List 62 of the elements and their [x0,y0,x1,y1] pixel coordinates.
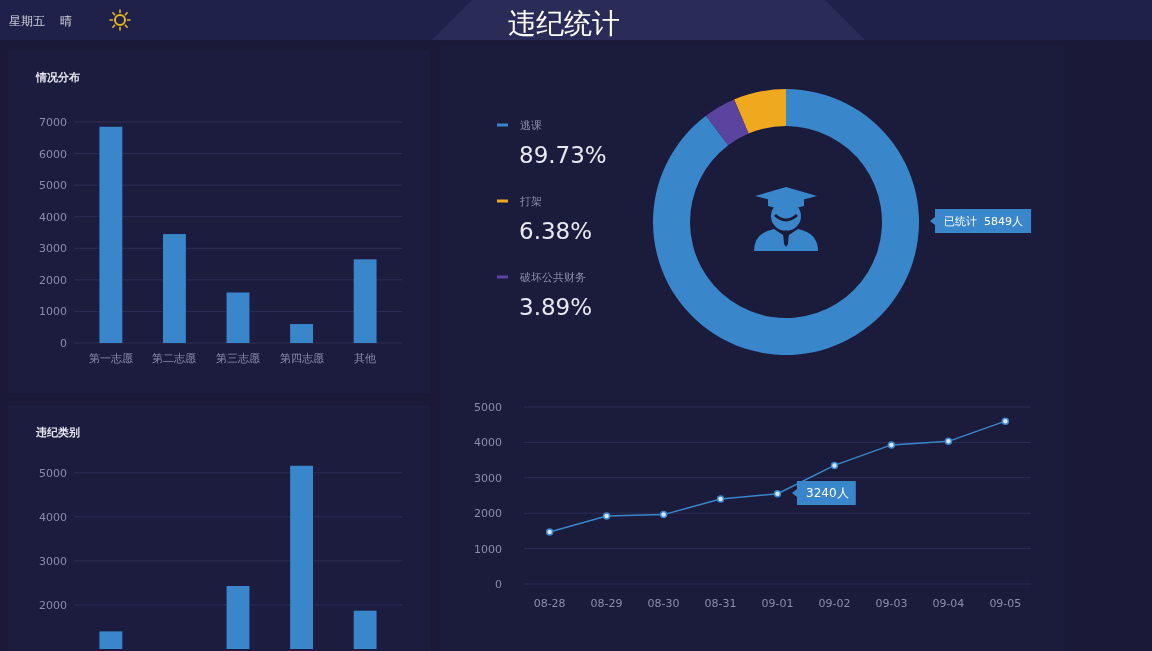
y-tick-label: 5000 [39,466,67,480]
y-tick-label: 5000 [39,179,67,193]
y-tick-label: 5000 [474,401,502,414]
data-label: 6.38% [519,218,593,244]
x-tick-label: 09-02 [818,597,851,610]
donut-slice [734,89,786,134]
y-tick-label: 3000 [39,554,67,568]
point [716,495,725,503]
point [830,461,839,470]
x-tick-label: 第四志愿 [279,352,324,365]
y-tick-label: 0 [495,578,502,591]
y-tick-label: 2000 [39,273,67,287]
chart-title: 违纪类别 [35,426,80,439]
x-tick-label: 08-29 [590,597,623,610]
annotation: 3240人 [806,486,849,501]
x-tick-label: 第一志愿 [88,352,133,365]
point [773,489,782,498]
y-tick-label: 4000 [39,510,67,524]
bar [162,234,186,343]
bar [353,259,377,343]
point [602,512,611,520]
x-tick-label: 08-28 [533,597,566,610]
y-tick-label: 1000 [474,542,502,556]
x-tick-label: 09-04 [932,597,965,610]
bar [99,126,123,343]
donut-slice [706,99,749,146]
y-tick-label: 3000 [39,242,67,256]
bar [290,324,314,343]
legend-label: 打架 [519,195,542,208]
legend-label: 破坏公共财务 [519,271,586,284]
y-tick-label: 4000 [39,210,67,224]
x-tick-label: 09-03 [875,597,908,610]
data-label: 89.73% [519,142,607,168]
text: 违纪统计 [508,7,620,40]
legend-label: 逃课 [520,119,542,132]
data-label: 3.89% [519,294,593,320]
x-tick-label: 第二志愿 [152,352,197,365]
text: 晴 [60,14,72,28]
y-tick-label: 2000 [474,507,502,521]
text: 已统计 5849人 [944,214,1023,228]
point [545,528,554,536]
y-tick-label: 2000 [39,598,67,612]
y-tick-label: 1000 [39,305,67,319]
point [1001,417,1010,425]
y-tick-label: 0 [60,337,67,350]
y-tick-label: 6000 [39,147,67,161]
x-tick-label: 09-01 [761,597,794,610]
x-tick-label: 08-31 [704,597,737,610]
x-tick-label: 其他 [354,352,377,365]
x-tick-label: 08-30 [647,597,680,610]
y-tick-label: 7000 [39,116,67,129]
y-tick-label: 4000 [474,436,502,450]
x-tick-label: 第三志愿 [216,352,260,365]
chart-title: 情况分布 [35,71,80,84]
point [659,510,668,519]
bar [226,292,250,343]
x-tick-label: 09-05 [989,597,1022,610]
point [887,441,896,449]
y-tick-label: 3000 [474,471,502,485]
donut-slice [653,89,919,355]
text: 星期五 [9,14,45,28]
point [944,437,953,446]
